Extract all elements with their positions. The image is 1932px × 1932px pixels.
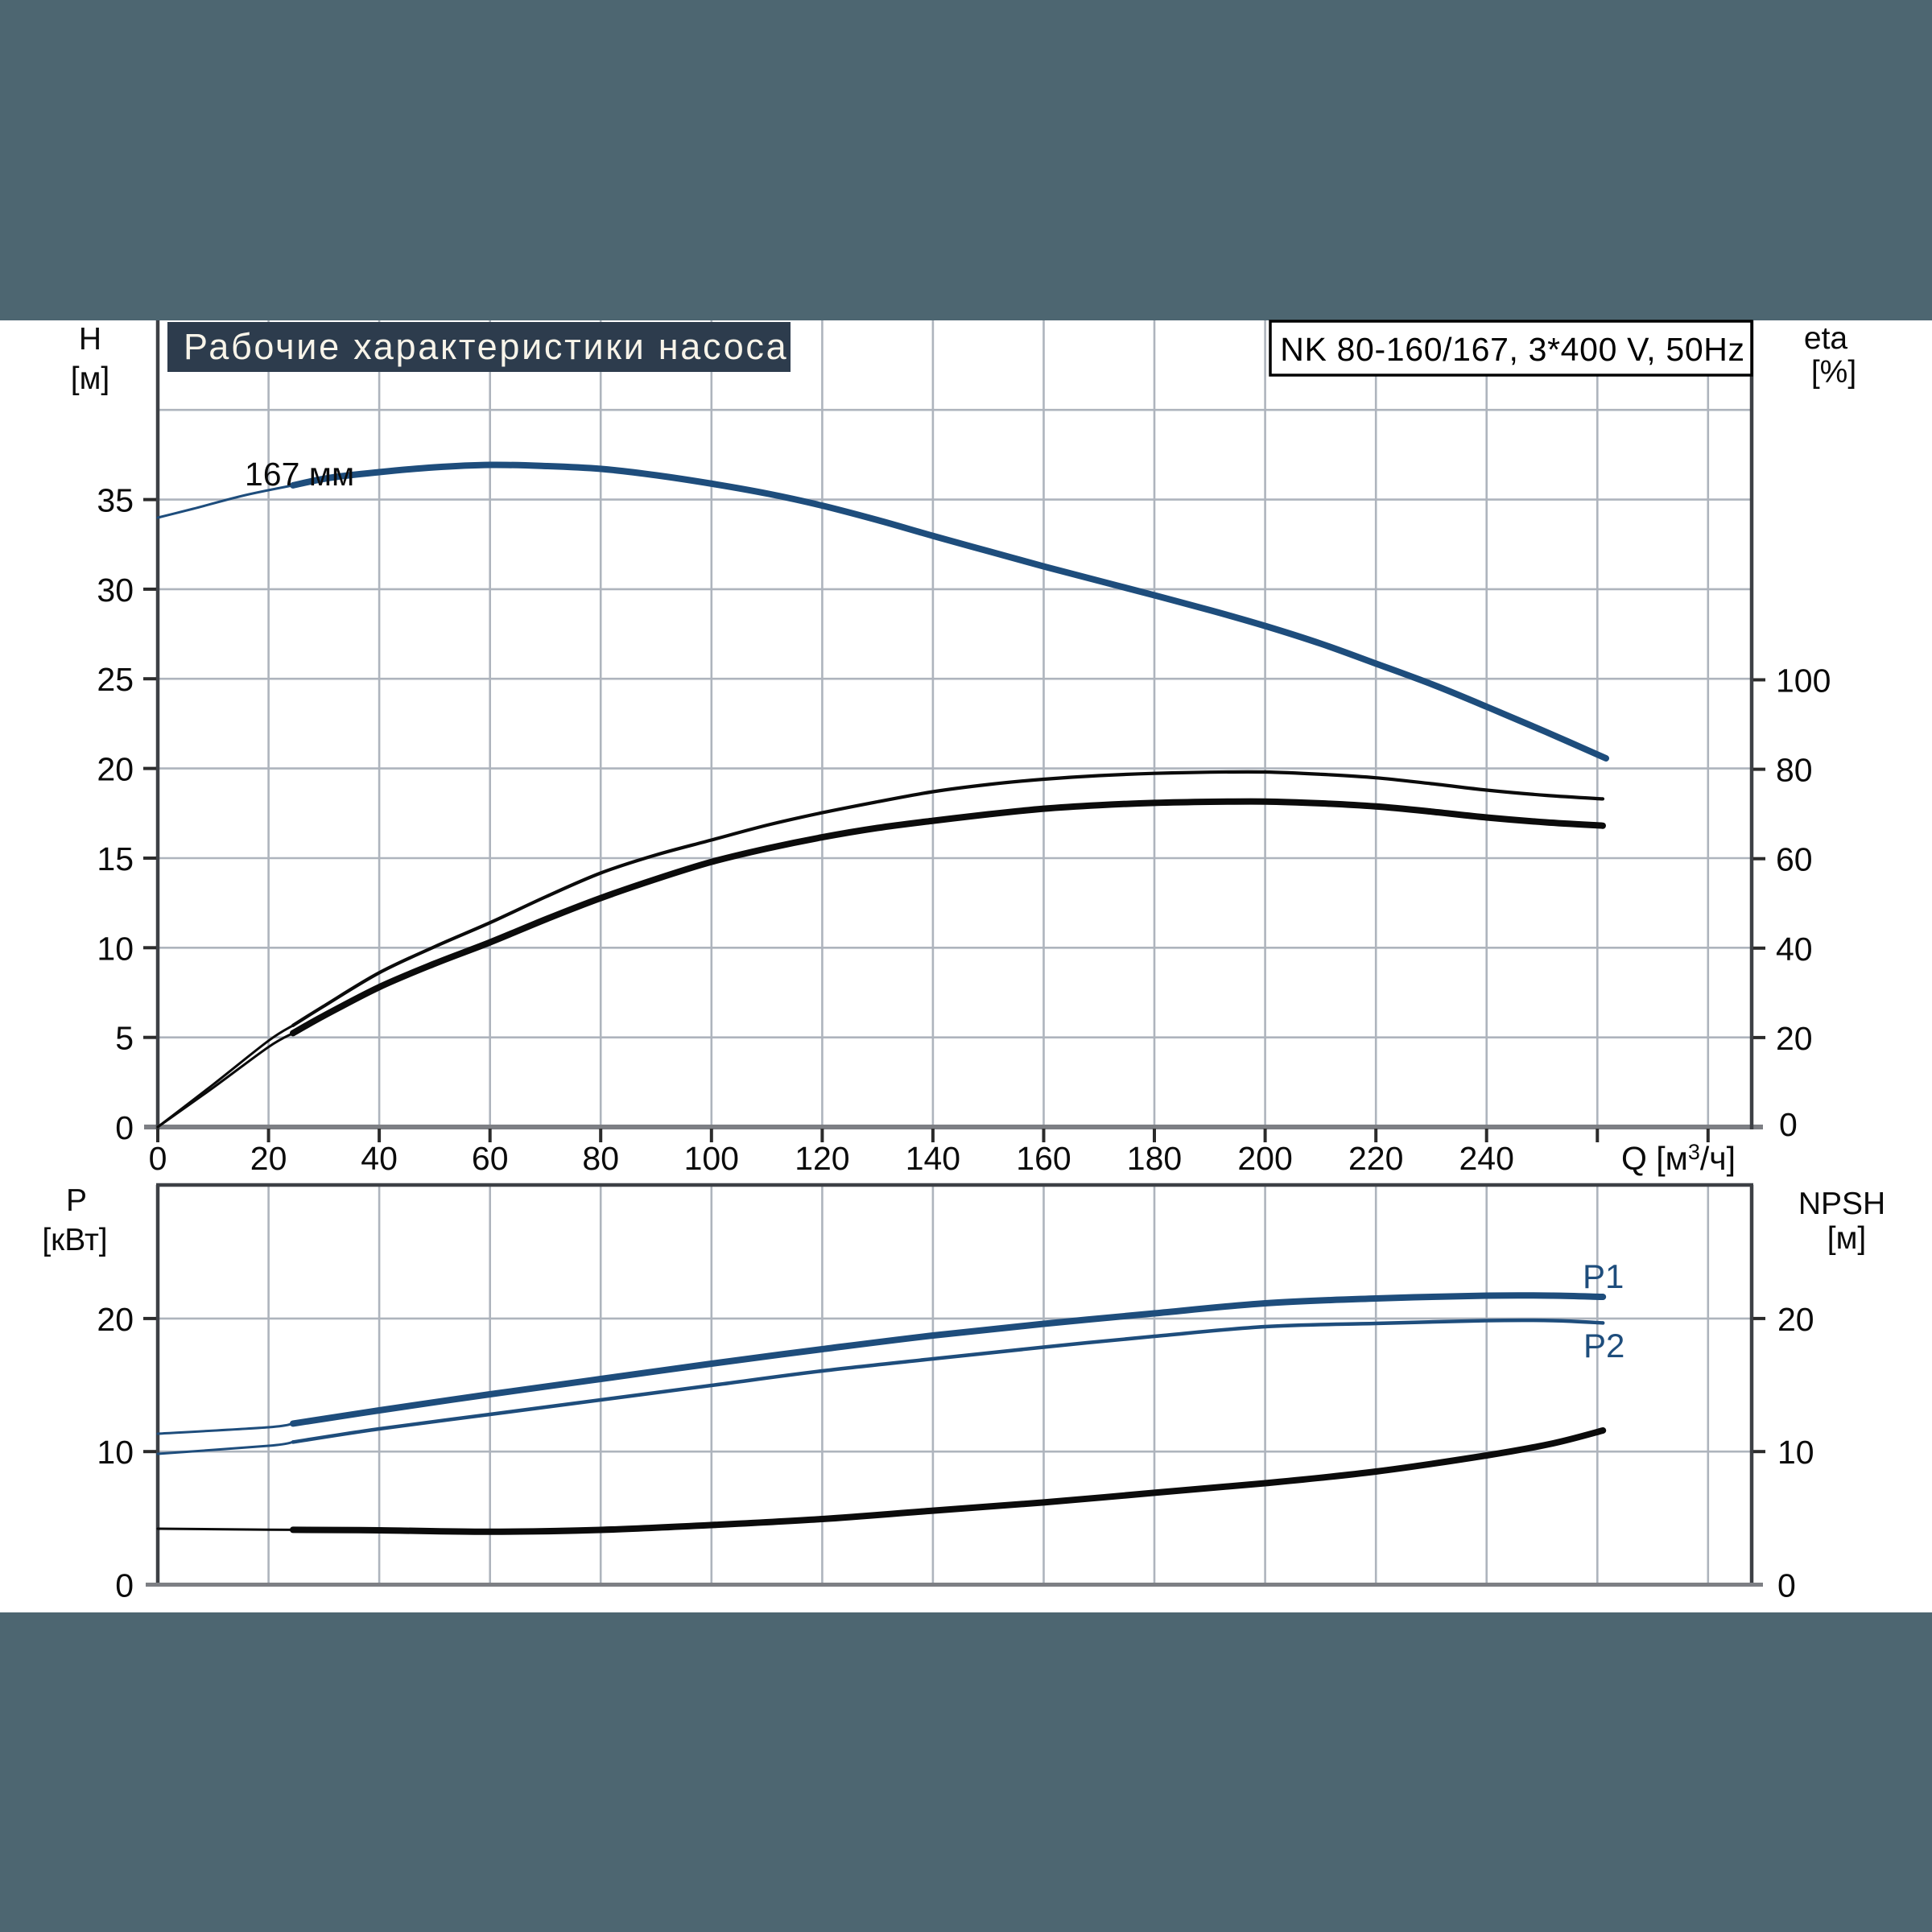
svg-text:15: 15 [97, 840, 134, 877]
svg-text:[м]: [м] [71, 361, 109, 396]
svg-text:100: 100 [1776, 663, 1831, 700]
svg-text:10: 10 [1777, 1434, 1814, 1471]
svg-text:20: 20 [97, 1301, 134, 1338]
svg-text:60: 60 [472, 1140, 509, 1177]
svg-text:167 мм: 167 мм [245, 456, 354, 493]
svg-text:40: 40 [361, 1140, 398, 1177]
svg-text:eta: eta [1804, 321, 1848, 356]
svg-text:40: 40 [1776, 931, 1813, 968]
svg-text:NPSH: NPSH [1798, 1187, 1885, 1221]
svg-text:180: 180 [1127, 1140, 1182, 1177]
svg-text:20: 20 [97, 751, 134, 788]
svg-text:0: 0 [149, 1140, 167, 1177]
svg-text:0: 0 [115, 1109, 134, 1146]
svg-text:H: H [79, 322, 101, 357]
svg-text:0: 0 [115, 1567, 134, 1604]
svg-text:140: 140 [906, 1140, 960, 1177]
svg-text:Q [м3/ч]: Q [м3/ч] [1621, 1140, 1736, 1177]
svg-text:240: 240 [1459, 1140, 1513, 1177]
svg-text:[%]: [%] [1811, 355, 1856, 390]
svg-text:120: 120 [795, 1140, 849, 1177]
svg-text:220: 220 [1348, 1140, 1403, 1177]
svg-text:10: 10 [97, 930, 134, 967]
svg-text:20: 20 [250, 1140, 287, 1177]
svg-text:5: 5 [115, 1020, 134, 1057]
svg-text:100: 100 [684, 1140, 739, 1177]
svg-text:25: 25 [97, 661, 134, 698]
svg-text:[м]: [м] [1827, 1221, 1866, 1256]
svg-text:200: 200 [1237, 1140, 1292, 1177]
svg-text:20: 20 [1777, 1301, 1814, 1338]
svg-text:NK 80-160/167, 3*400 V, 50Hz: NK 80-160/167, 3*400 V, 50Hz [1280, 331, 1744, 368]
svg-text:35: 35 [97, 482, 134, 519]
svg-text:P1: P1 [1583, 1257, 1624, 1295]
svg-text:160: 160 [1016, 1140, 1071, 1177]
svg-text:[кВт]: [кВт] [42, 1223, 107, 1257]
svg-text:10: 10 [97, 1434, 134, 1471]
svg-text:0: 0 [1779, 1106, 1798, 1143]
svg-text:20: 20 [1776, 1020, 1813, 1057]
svg-text:P: P [66, 1183, 87, 1218]
svg-text:0: 0 [1777, 1567, 1796, 1604]
svg-text:80: 80 [1776, 752, 1813, 789]
svg-text:80: 80 [582, 1140, 619, 1177]
svg-text:30: 30 [97, 572, 134, 609]
svg-text:Рабочие характеристики насоса: Рабочие характеристики насоса [184, 326, 788, 367]
svg-text:P2: P2 [1583, 1327, 1624, 1364]
svg-text:60: 60 [1776, 841, 1813, 878]
